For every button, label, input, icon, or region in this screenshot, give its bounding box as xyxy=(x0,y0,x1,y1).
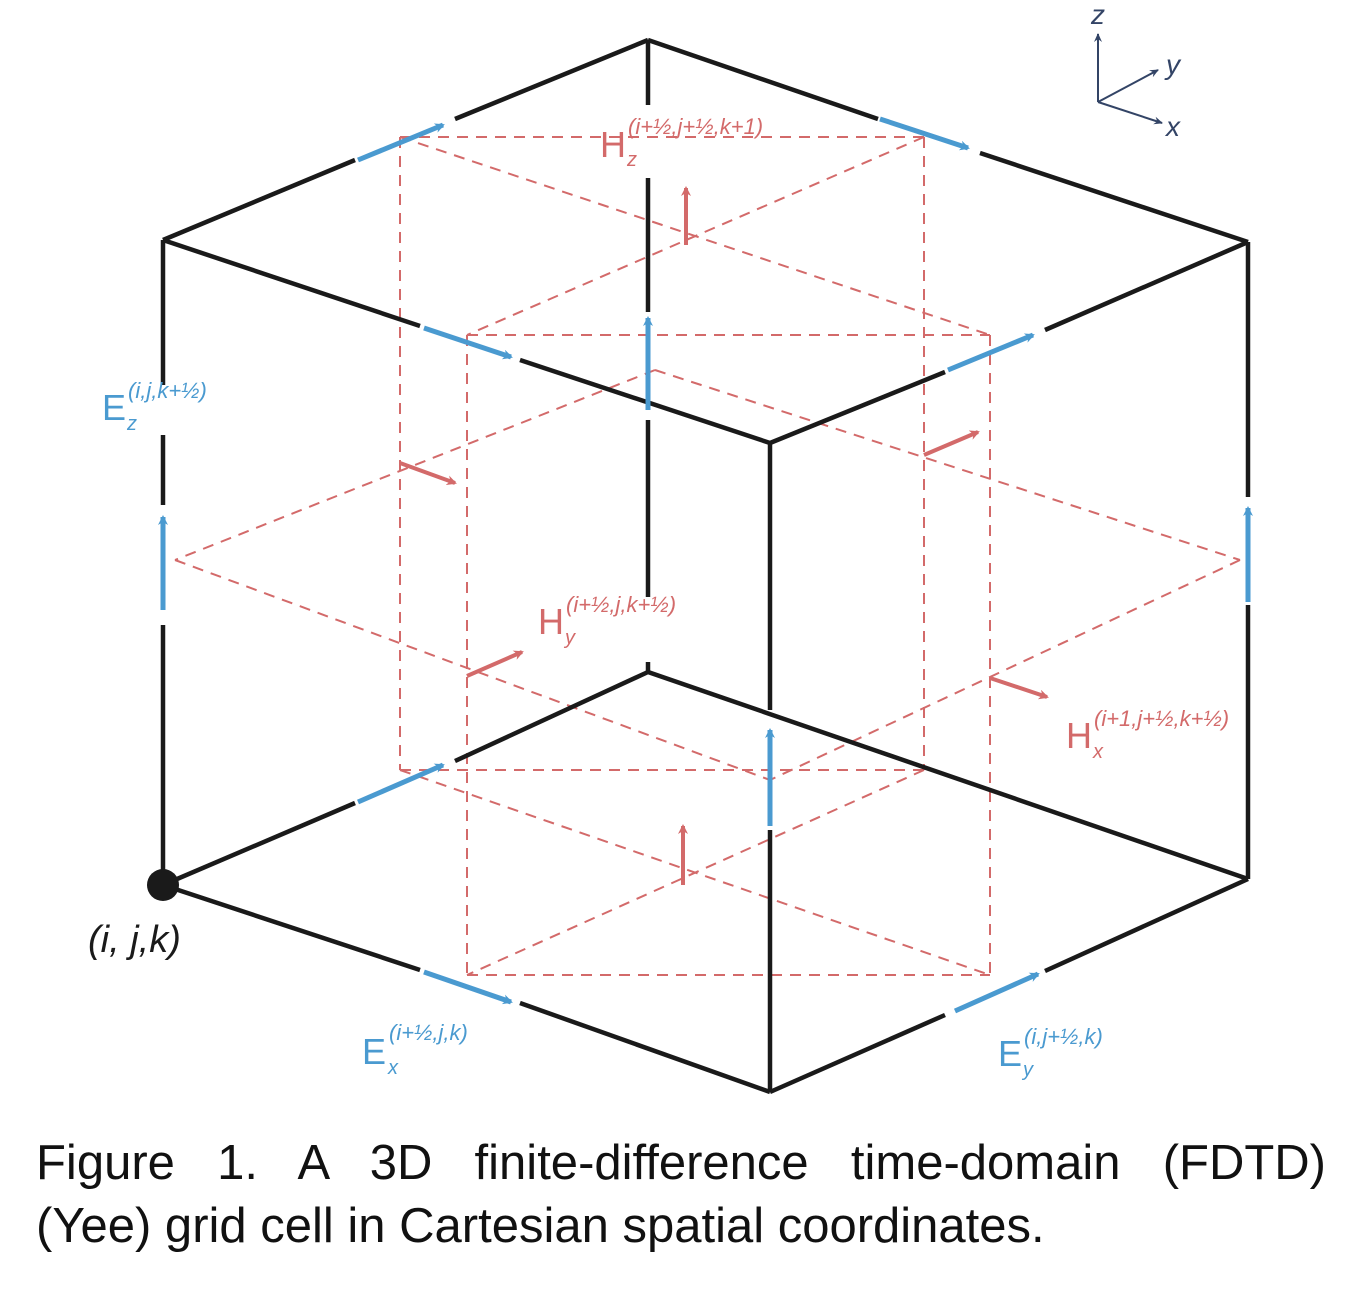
label-ey-main: E xyxy=(998,1033,1022,1074)
magnetic-grid xyxy=(174,136,1241,976)
axis-indicator xyxy=(1094,33,1163,125)
label-ex-main: E xyxy=(362,1031,386,1072)
ey-arrow-top-right xyxy=(879,116,970,151)
label-ex-sub: x xyxy=(387,1057,399,1079)
label-ex: E x (i+½,j,k) xyxy=(362,1020,468,1079)
ex-arrow-top-left xyxy=(357,122,445,163)
label-hz-sub: z xyxy=(626,149,637,171)
axis-y-label: y xyxy=(1164,49,1182,80)
label-hx-main: H xyxy=(1066,715,1092,756)
label-hy-main: H xyxy=(538,601,564,642)
label-hx-sub: x xyxy=(1092,741,1104,763)
origin-node xyxy=(147,869,179,901)
origin-label: (i, j,k) xyxy=(88,919,181,961)
label-hz-sup: (i+½,j+½,k+1) xyxy=(628,114,763,139)
hy-arrow-back xyxy=(466,650,524,678)
ex-arrow-bottom-right xyxy=(953,971,1040,1014)
label-hy-sup: (i+½,j,k+½) xyxy=(566,592,676,617)
label-hz-main: H xyxy=(600,124,626,165)
label-ez-main: E xyxy=(102,387,126,428)
cube-edges xyxy=(160,37,1251,1095)
label-ez: E z (i,j,k+½) xyxy=(102,378,207,435)
label-hx: H x (i+1,j+½,k+½) xyxy=(1066,706,1229,763)
label-ez-sup: (i,j,k+½) xyxy=(128,378,207,403)
yee-cell-diagram: z y x (i, j,k) E z (i,j,k+½) E x (i+½,j,… xyxy=(88,0,1253,1095)
label-ez-sub: z xyxy=(126,413,137,435)
magnetic-field-arrows xyxy=(399,186,1049,885)
electric-field-arrows xyxy=(158,116,1253,1014)
ey-arrow-bottom-left xyxy=(423,969,513,1005)
label-ex-sup: (i+½,j,k) xyxy=(389,1020,468,1045)
label-hy-sub: y xyxy=(563,627,576,649)
axis-x-label: x xyxy=(1164,111,1181,142)
label-ey-sup: (i,j+½,k) xyxy=(1024,1024,1103,1049)
ex-arrow-bottom-back xyxy=(357,762,445,805)
hx-arrow-left xyxy=(399,461,457,485)
figure-caption: Figure 1. A 3D finite-difference time-do… xyxy=(36,1132,1326,1258)
label-hy: H y (i+½,j,k+½) xyxy=(538,592,676,649)
label-ey-sub: y xyxy=(1021,1059,1034,1081)
axis-z-label: z xyxy=(1090,0,1105,30)
label-hx-sup: (i+1,j+½,k+½) xyxy=(1094,706,1229,731)
ex-arrow-top-front-right xyxy=(947,332,1035,373)
caption-line-2: (Yee) grid cell in Cartesian spatial coo… xyxy=(36,1199,1045,1253)
hx-arrow-right xyxy=(989,676,1049,700)
caption-line-1: Figure 1. A 3D finite-difference time-do… xyxy=(36,1136,1326,1190)
label-ey: E y (i,j+½,k) xyxy=(998,1024,1103,1081)
ey-arrow-top-front-left xyxy=(423,325,513,360)
hy-arrow-front xyxy=(923,430,980,457)
label-hz: H z (i+½,j+½,k+1) xyxy=(600,114,763,171)
